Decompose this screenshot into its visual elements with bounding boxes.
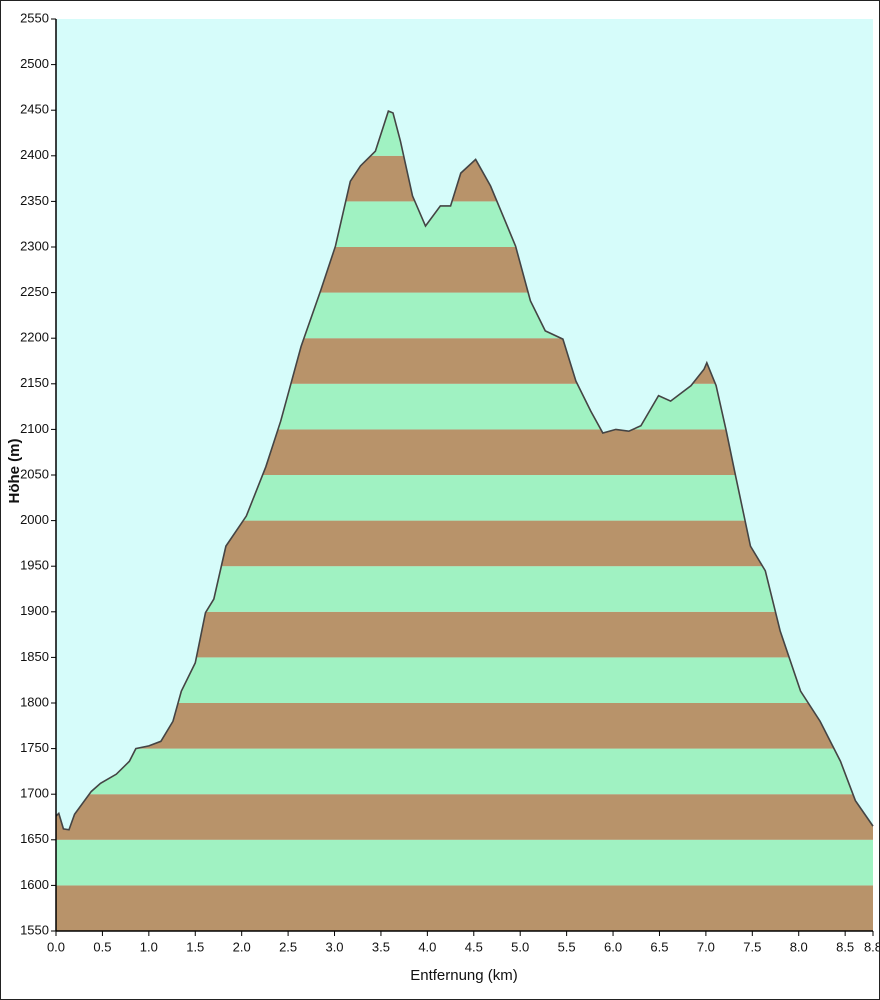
y-tick-label: 2150 [20,375,49,390]
y-tick-label: 1850 [20,649,49,664]
x-tick-label: 5.0 [511,939,529,954]
x-tick-label: 6.0 [604,939,622,954]
x-tick-label: 7.5 [743,939,761,954]
y-tick-label: 2100 [20,421,49,436]
x-tick-label: 8.8 [864,939,879,954]
x-tick-label: 8.0 [790,939,808,954]
x-tick-label: 7.0 [697,939,715,954]
y-tick-label: 2300 [20,238,49,253]
y-tick-label: 1700 [20,786,49,801]
elevation-band [56,885,873,931]
elevation-band [56,748,873,795]
elevation-band [56,703,873,749]
x-tick-label: 4.0 [418,939,436,954]
elevation-band [56,839,873,886]
x-tick-label: 4.5 [465,939,483,954]
y-tick-label: 2250 [20,284,49,299]
y-tick-label: 2500 [20,56,49,71]
x-tick-label: 3.0 [325,939,343,954]
x-tick-label: 0.5 [93,939,111,954]
x-tick-label: 5.5 [558,939,576,954]
y-tick-label: 2350 [20,193,49,208]
x-tick-label: 2.0 [233,939,251,954]
y-tick-label: 2200 [20,330,49,345]
x-tick-label: 1.0 [140,939,158,954]
y-tick-label: 1550 [20,922,49,937]
y-tick-label: 2050 [20,466,49,481]
y-tick-label: 1900 [20,603,49,618]
x-tick-label: 3.5 [372,939,390,954]
y-tick-label: 2550 [20,10,49,25]
y-tick-label: 2450 [20,102,49,117]
x-tick-label: 1.5 [186,939,204,954]
y-axis-title: Höhe (m) [6,439,23,504]
y-tick-label: 1750 [20,740,49,755]
x-axis-title: Entfernung (km) [410,967,518,984]
y-tick-label: 1650 [20,831,49,846]
y-tick-label: 1600 [20,877,49,892]
y-tick-label: 2400 [20,147,49,162]
x-tick-label: 0.0 [47,939,65,954]
x-tick-label: 8.5 [836,939,854,954]
y-tick-label: 1950 [20,558,49,573]
y-tick-label: 2000 [20,512,49,527]
x-tick-label: 2.5 [279,939,297,954]
elevation-line [55,110,874,831]
y-tick-label: 1800 [20,694,49,709]
elevation-band [56,794,873,840]
x-tick-label: 6.5 [650,939,668,954]
